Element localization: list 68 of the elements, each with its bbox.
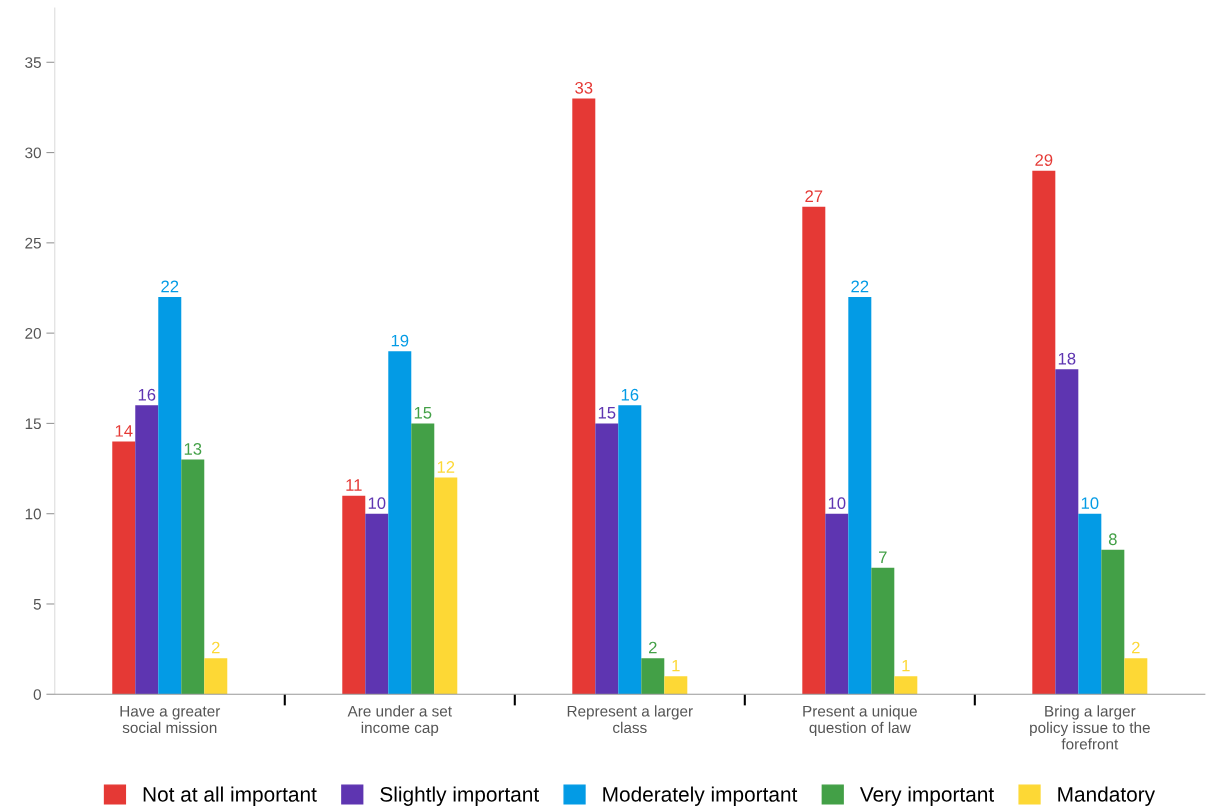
bar <box>825 513 849 695</box>
data-label: 18 <box>1058 352 1076 365</box>
legend-label: Very important <box>859 786 994 806</box>
bar <box>135 405 159 695</box>
data-label: 7 <box>879 551 887 564</box>
x-tick-label: Have a greater social mission <box>120 705 221 734</box>
legend-label: Not at all important <box>143 786 317 806</box>
bar <box>1124 658 1148 695</box>
data-label: 16 <box>621 388 639 401</box>
bar <box>365 513 389 695</box>
data-label: 15 <box>598 407 616 419</box>
data-label: 10 <box>828 497 846 510</box>
y-tick-label: 15 <box>25 418 41 430</box>
bar <box>572 98 596 695</box>
y-tick-label: 20 <box>25 328 41 339</box>
data-label: 8 <box>1108 533 1117 546</box>
bar <box>871 567 895 695</box>
bar <box>641 658 665 695</box>
data-label: 22 <box>851 280 869 293</box>
data-label: 13 <box>184 443 202 455</box>
data-label: 2 <box>1132 641 1140 654</box>
legend-label: Moderately important <box>603 786 798 806</box>
y-tick-label: 10 <box>25 508 41 520</box>
bar <box>181 459 205 695</box>
bar <box>894 676 918 695</box>
bar <box>158 297 182 695</box>
data-label: 1 <box>672 659 680 672</box>
x-tick-label: Bring a larger policy issue to the forefront <box>1030 705 1150 750</box>
bar <box>618 405 642 695</box>
bar <box>434 477 458 695</box>
data-label: 10 <box>1081 497 1099 510</box>
data-label: 14 <box>115 425 133 437</box>
data-label: 2 <box>211 641 220 654</box>
data-label: 29 <box>1035 154 1053 166</box>
y-tick-label: 0 <box>33 689 41 700</box>
bar <box>1032 170 1056 695</box>
x-tick-label: Represent a larger class <box>567 705 693 734</box>
data-label: 1 <box>902 659 910 672</box>
x-tick-label: Are under a set income cap <box>347 705 452 737</box>
data-label: 10 <box>368 497 386 510</box>
data-label: 2 <box>649 641 657 654</box>
y-tick-label: 5 <box>33 599 41 610</box>
x-tick-label: Present a unique question of law <box>803 705 917 737</box>
legend-label: Mandatory <box>1058 786 1156 806</box>
y-tick-label: 25 <box>25 237 41 249</box>
bar <box>595 423 619 695</box>
bar <box>1055 369 1079 695</box>
data-label: 19 <box>391 334 409 347</box>
bar <box>664 676 688 695</box>
y-tick-label: 35 <box>25 57 41 68</box>
data-label: 15 <box>414 407 432 419</box>
bar <box>1078 513 1102 695</box>
legend-label: Slightly important <box>380 786 540 806</box>
data-label: 22 <box>161 280 179 293</box>
bar <box>1101 549 1125 695</box>
bar <box>204 658 228 695</box>
bar <box>112 441 136 695</box>
data-label: 11 <box>346 479 362 491</box>
bar <box>802 206 826 695</box>
data-label: 16 <box>138 388 156 401</box>
data-label: 12 <box>437 461 455 473</box>
bar <box>388 351 412 695</box>
y-tick-label: 30 <box>25 147 41 159</box>
data-label: 33 <box>575 81 593 94</box>
bar <box>411 423 435 695</box>
bar <box>342 495 366 695</box>
bar <box>848 297 872 695</box>
data-label: 27 <box>805 190 823 202</box>
